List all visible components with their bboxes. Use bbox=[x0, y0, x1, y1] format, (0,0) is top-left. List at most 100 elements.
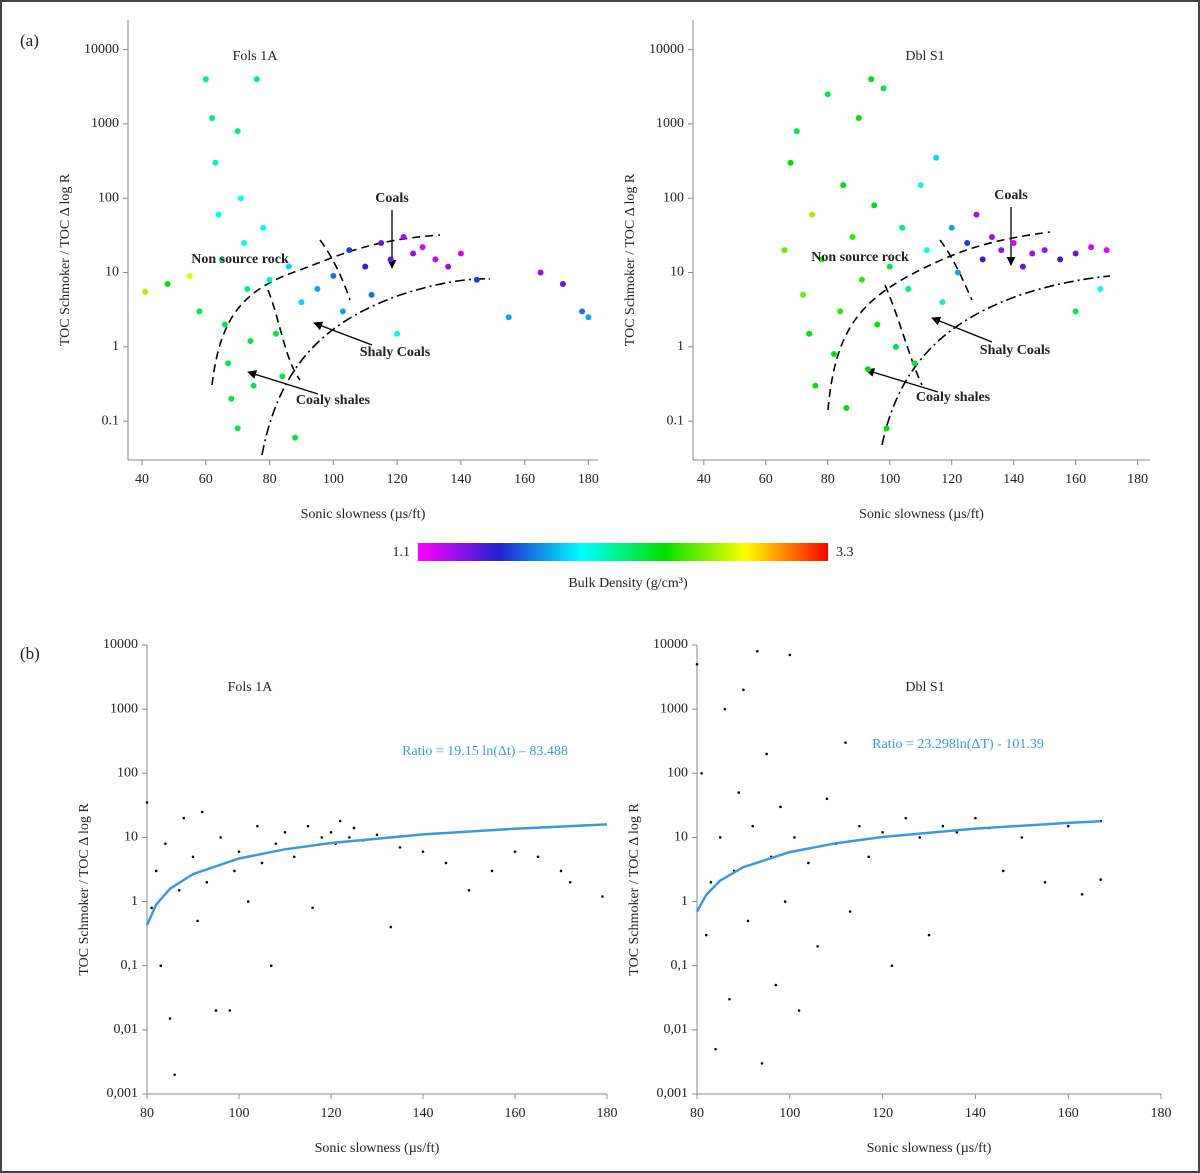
point bbox=[918, 836, 922, 839]
point bbox=[933, 154, 940, 161]
x-axis-label: Sonic slowness (µs/ft) bbox=[315, 1141, 440, 1156]
y-axis-label: TOC Schmoker / TOC Δ log R bbox=[627, 803, 642, 976]
point bbox=[306, 824, 310, 828]
y-tick-label: 100 bbox=[117, 766, 138, 781]
point bbox=[601, 895, 604, 898]
point bbox=[168, 1017, 172, 1020]
point bbox=[737, 791, 741, 794]
point bbox=[871, 202, 878, 209]
annotation: Coals bbox=[994, 188, 1028, 203]
point bbox=[274, 842, 278, 845]
y-tick-label: 1 bbox=[677, 339, 684, 354]
point bbox=[346, 247, 353, 254]
point bbox=[848, 910, 852, 913]
point bbox=[375, 833, 379, 837]
point bbox=[196, 919, 199, 923]
point bbox=[837, 308, 844, 315]
x-tick-label: 160 bbox=[1058, 1106, 1079, 1121]
point bbox=[212, 159, 219, 166]
point bbox=[368, 291, 375, 298]
annotation: Coaly shales bbox=[916, 390, 991, 405]
point bbox=[279, 373, 286, 380]
point bbox=[955, 831, 959, 834]
point bbox=[330, 272, 337, 279]
point bbox=[964, 239, 971, 246]
point bbox=[881, 831, 884, 834]
y-tick-label: 0.1 bbox=[667, 413, 685, 428]
point bbox=[237, 850, 241, 853]
x-tick-label: 160 bbox=[514, 472, 535, 487]
point bbox=[421, 850, 425, 853]
y-tick-label: 0,01 bbox=[664, 1022, 689, 1037]
point bbox=[173, 1073, 176, 1076]
point bbox=[260, 224, 267, 231]
point bbox=[874, 321, 881, 328]
colorbar-max: 3.3 bbox=[836, 545, 854, 560]
point bbox=[339, 308, 346, 315]
point bbox=[394, 330, 401, 337]
point bbox=[751, 824, 754, 828]
x-tick-label: 100 bbox=[779, 1106, 800, 1121]
x-tick-label: 140 bbox=[413, 1106, 434, 1121]
x-tick-label: 60 bbox=[759, 472, 773, 487]
point bbox=[285, 263, 292, 270]
x-tick-label: 180 bbox=[597, 1106, 618, 1121]
y-tick-label: 10000 bbox=[103, 637, 138, 652]
point bbox=[568, 880, 572, 884]
point bbox=[855, 115, 862, 122]
panel-label: (a) bbox=[20, 31, 39, 50]
point bbox=[756, 649, 759, 653]
chart-title: Fols 1A bbox=[228, 680, 274, 695]
point bbox=[723, 707, 727, 711]
point bbox=[1072, 250, 1079, 257]
point bbox=[948, 224, 955, 231]
point bbox=[917, 182, 924, 189]
y-tick-label: 1000 bbox=[91, 116, 119, 131]
point bbox=[298, 299, 305, 306]
point bbox=[142, 288, 149, 295]
point bbox=[410, 250, 417, 257]
point bbox=[1043, 880, 1047, 884]
point bbox=[154, 869, 158, 873]
y-tick-label: 10 bbox=[105, 265, 119, 280]
point bbox=[389, 925, 393, 929]
chart-title: Dbl S1 bbox=[905, 680, 944, 695]
point bbox=[378, 239, 385, 246]
point bbox=[559, 281, 566, 288]
y-axis-label: TOC Schmoker / TOC Δ log R bbox=[77, 803, 92, 976]
y-tick-label: 100 bbox=[667, 766, 688, 781]
point bbox=[473, 276, 480, 283]
point bbox=[256, 824, 259, 828]
point bbox=[923, 247, 930, 254]
x-axis-label: Sonic slowness (µs/ft) bbox=[859, 507, 984, 522]
point bbox=[883, 425, 890, 432]
point bbox=[250, 382, 257, 389]
point bbox=[787, 159, 794, 166]
point bbox=[728, 997, 731, 1001]
y-tick-label: 1000 bbox=[110, 701, 138, 716]
point bbox=[788, 653, 792, 657]
point bbox=[709, 880, 713, 884]
point bbox=[830, 351, 837, 358]
x-tick-label: 80 bbox=[140, 1106, 154, 1121]
point bbox=[228, 1009, 232, 1012]
x-tick-label: 60 bbox=[199, 472, 213, 487]
point bbox=[793, 836, 796, 839]
point bbox=[536, 855, 540, 859]
point bbox=[865, 366, 872, 373]
point bbox=[537, 269, 544, 276]
point bbox=[225, 360, 232, 367]
x-tick-label: 100 bbox=[229, 1106, 250, 1121]
y-tick-label: 100 bbox=[98, 190, 119, 205]
point bbox=[191, 855, 195, 859]
point bbox=[177, 888, 181, 892]
chart-title: Fols 1A bbox=[233, 49, 279, 64]
point bbox=[911, 360, 918, 367]
colorbar-min: 1.1 bbox=[393, 545, 411, 560]
point bbox=[816, 945, 819, 948]
x-tick-label: 140 bbox=[1003, 472, 1024, 487]
point bbox=[314, 286, 321, 293]
point bbox=[779, 805, 782, 809]
x-tick-label: 160 bbox=[505, 1106, 526, 1121]
y-tick-label: 0.1 bbox=[102, 413, 120, 428]
